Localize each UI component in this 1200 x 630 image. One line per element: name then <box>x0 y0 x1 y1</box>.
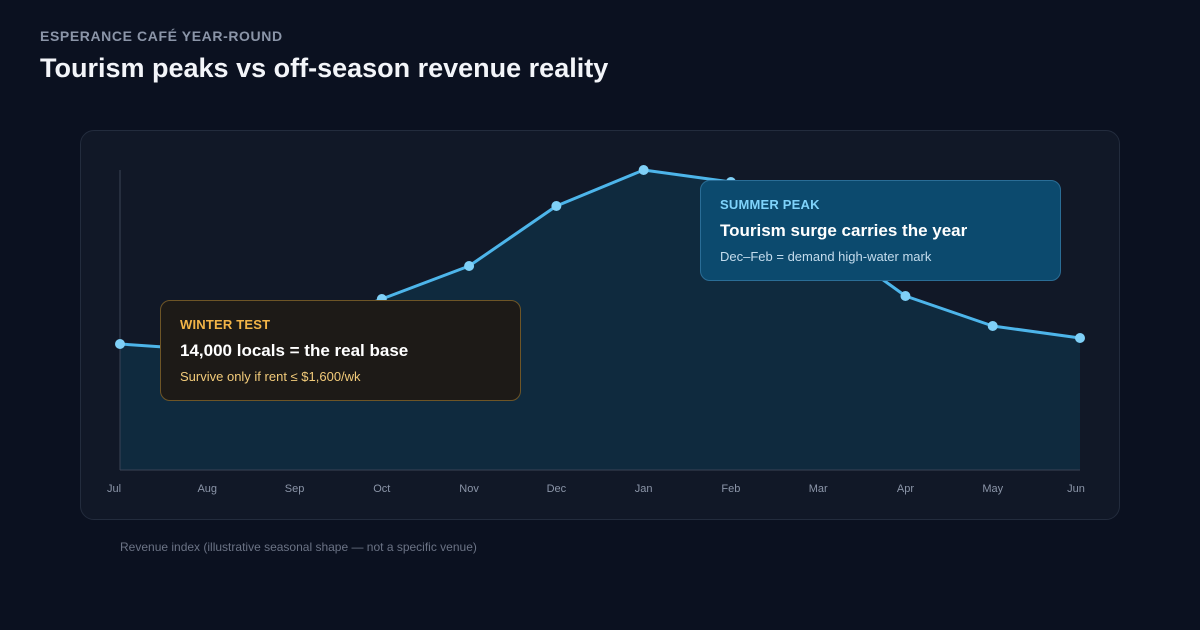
x-tick-label-may: May <box>982 483 1003 495</box>
x-tick-label-nov: Nov <box>459 483 479 495</box>
x-tick-label-jan: Jan <box>635 483 653 495</box>
data-point-jan <box>638 165 649 175</box>
winter-callout-detail: Survive only if rent ≤ $1,600/wk <box>180 369 361 384</box>
x-tick-label-aug: Aug <box>197 483 217 495</box>
summer-callout: SUMMER PEAK Tourism surge carries the ye… <box>700 180 1061 281</box>
x-tick-label-apr: Apr <box>897 483 914 495</box>
x-tick-label-oct: Oct <box>373 483 390 495</box>
x-tick-label-jul: Jul <box>107 483 121 495</box>
x-tick-label-sep: Sep <box>285 483 305 495</box>
winter-callout-headline: 14,000 locals = the real base <box>180 341 409 360</box>
data-point-jun <box>1075 333 1085 343</box>
chart-footnote: Revenue index (illustrative seasonal sha… <box>120 540 477 554</box>
data-point-jul <box>115 339 125 349</box>
data-point-may <box>987 321 998 331</box>
x-tick-label-mar: Mar <box>809 483 828 495</box>
summer-callout-headline: Tourism surge carries the year <box>720 221 968 240</box>
data-point-apr <box>900 291 911 301</box>
chart-eyebrow: ESPERANCE CAFÉ YEAR-ROUND <box>40 28 283 44</box>
data-point-nov <box>464 261 475 271</box>
summer-callout-detail: Dec–Feb = demand high-water mark <box>720 249 932 264</box>
data-point-dec <box>551 201 562 211</box>
x-tick-label-dec: Dec <box>547 483 567 495</box>
chart-title: Tourism peaks vs off-season revenue real… <box>40 53 609 83</box>
summer-callout-tag: SUMMER PEAK <box>720 197 820 212</box>
winter-callout: WINTER TEST 14,000 locals = the real bas… <box>160 300 521 401</box>
winter-callout-tag: WINTER TEST <box>180 317 271 332</box>
x-tick-label-jun: Jun <box>1067 483 1085 495</box>
x-tick-label-feb: Feb <box>721 483 740 495</box>
